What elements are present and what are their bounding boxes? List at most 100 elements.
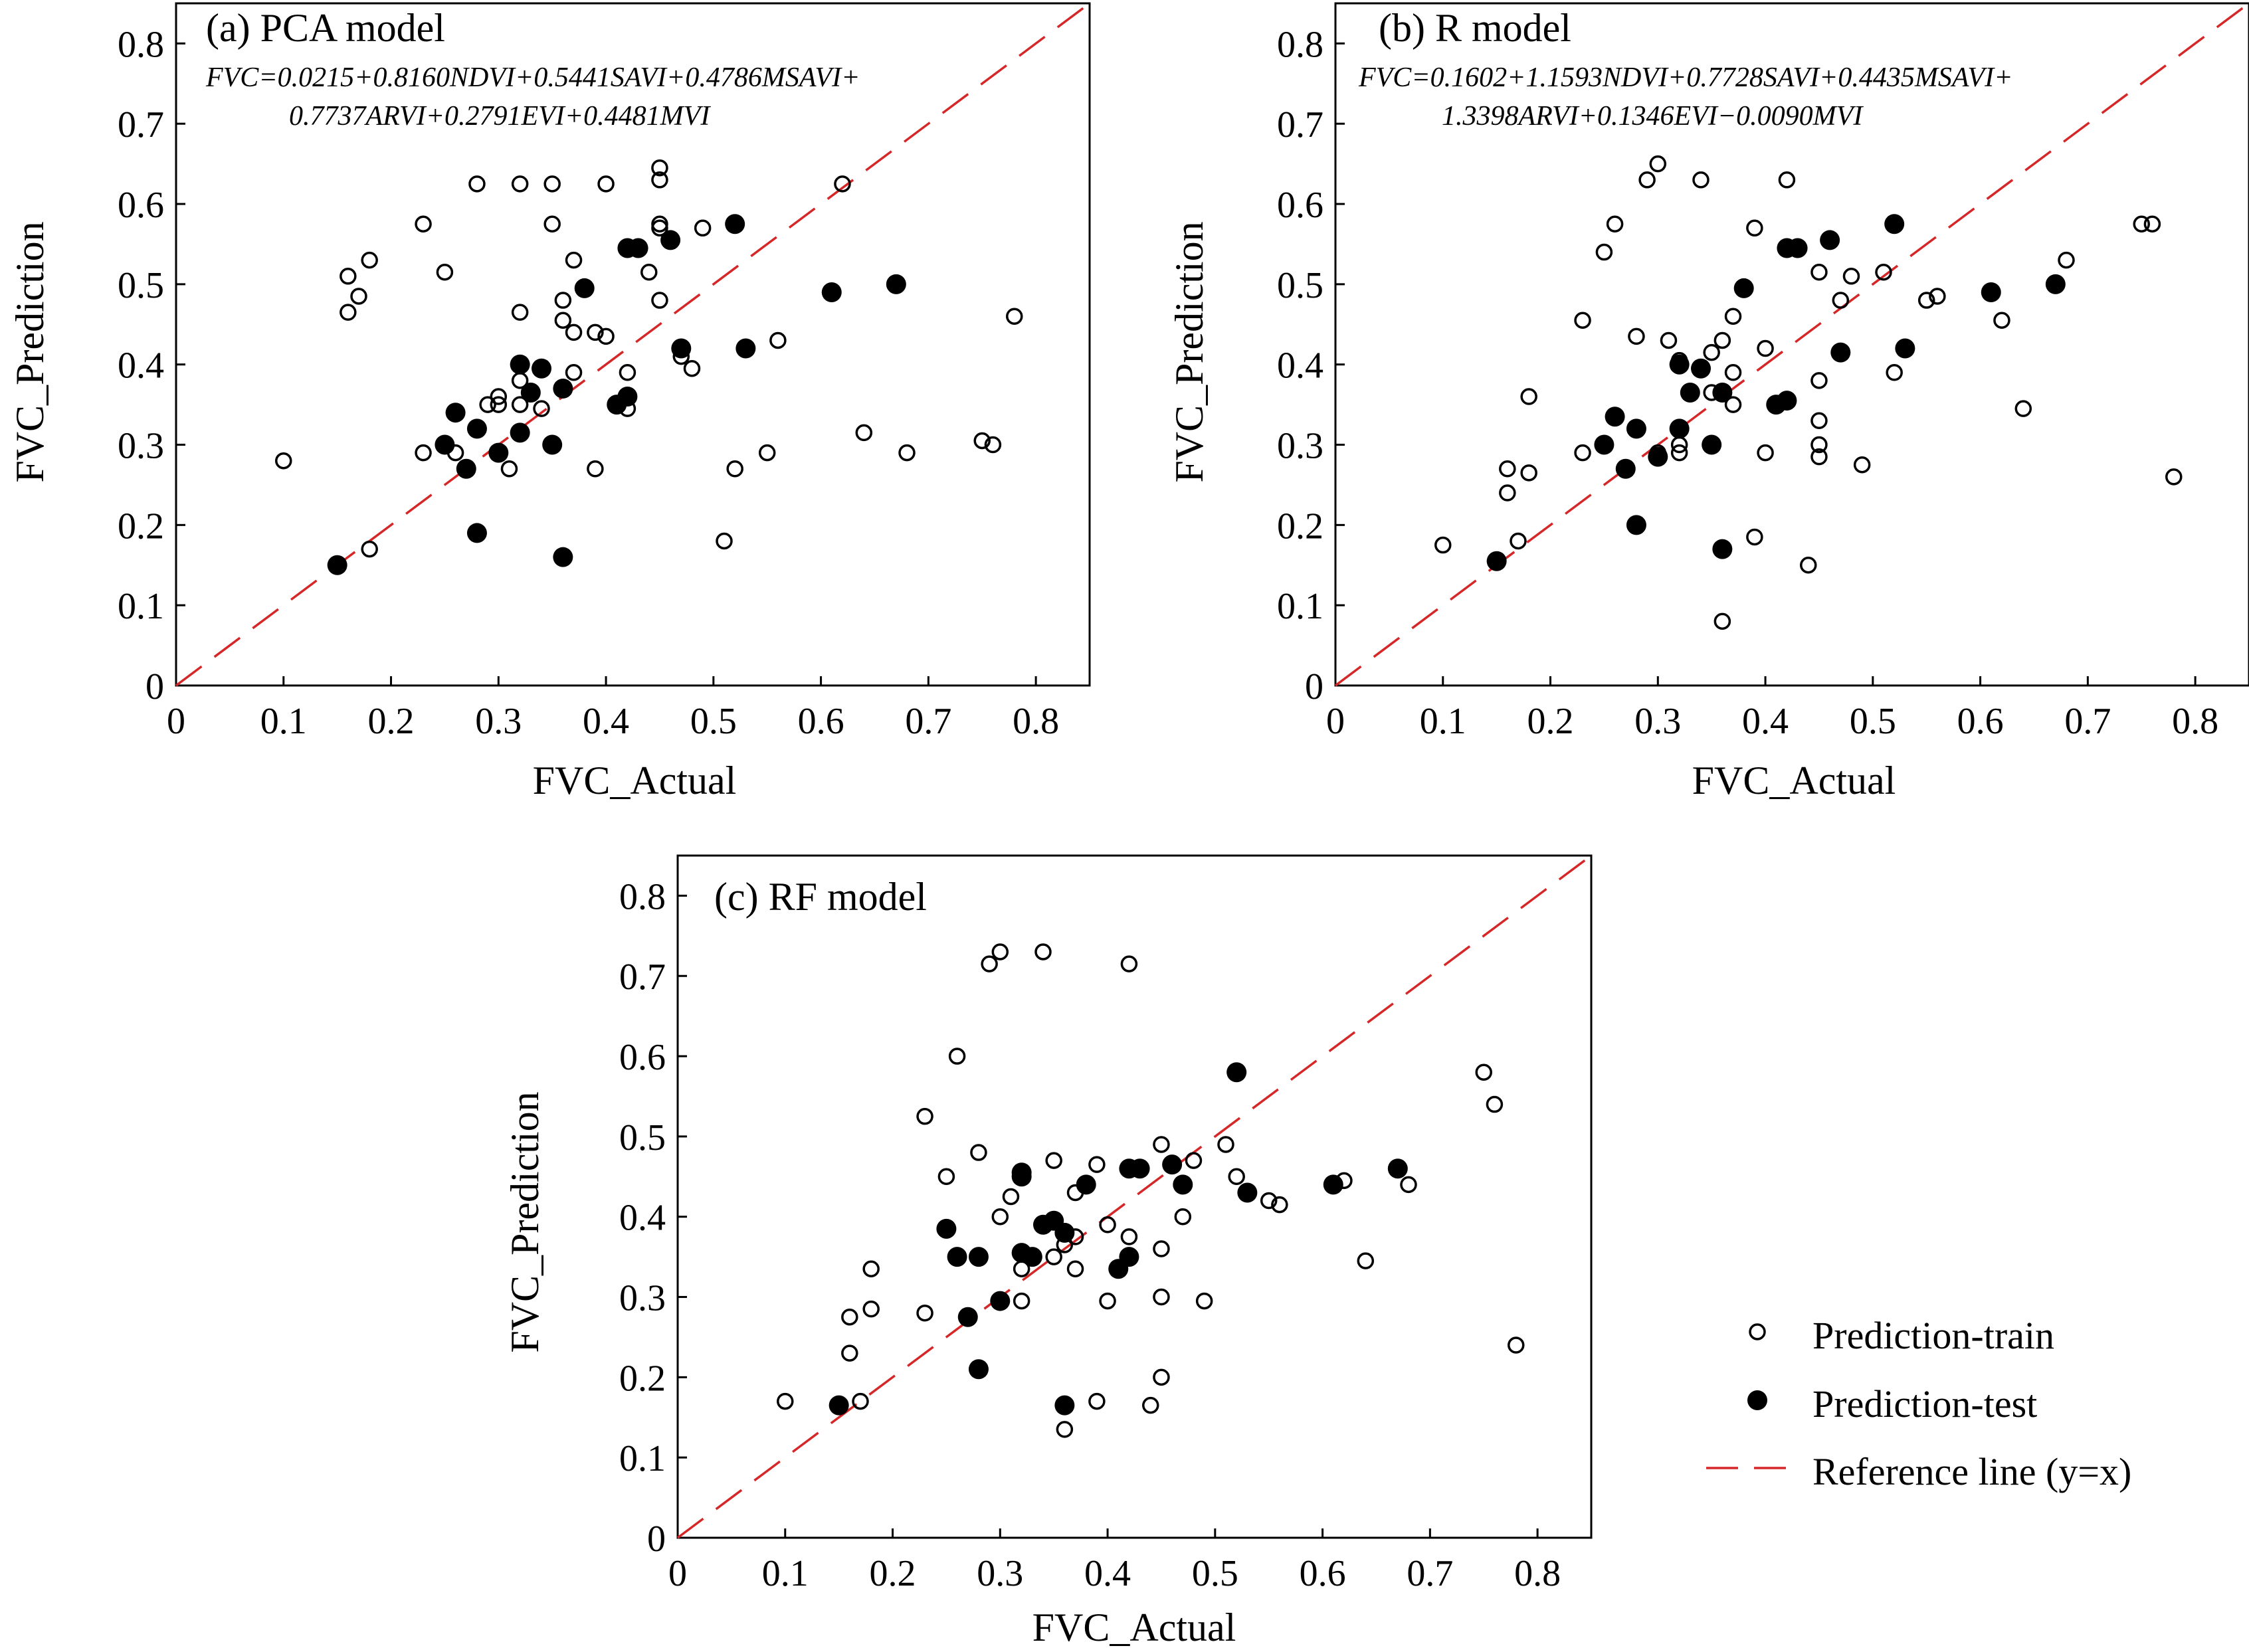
point-train	[898, 444, 916, 462]
point-test	[1054, 1222, 1075, 1243]
point-test	[671, 338, 692, 359]
point-train	[1120, 955, 1138, 972]
point-train	[1002, 1188, 1020, 1206]
point-test	[968, 1247, 989, 1267]
x-tick-label: 0.3	[1634, 701, 1681, 742]
point-train	[1853, 456, 1871, 474]
point-test	[947, 1247, 967, 1267]
point-train	[361, 251, 378, 269]
point-test	[1129, 1158, 1150, 1179]
point-test	[957, 1307, 978, 1327]
y-tick-label: 0.6	[1277, 185, 1323, 226]
x-axis-label: FVC_Actual	[1032, 1606, 1236, 1649]
point-test	[725, 214, 745, 234]
point-test	[1173, 1174, 1193, 1195]
point-train	[640, 264, 658, 281]
point-train	[916, 1107, 933, 1125]
y-tick-label: 0.5	[619, 1117, 666, 1158]
point-test	[1733, 278, 1754, 298]
point-train	[1660, 331, 1678, 349]
point-test	[488, 442, 509, 463]
y-tick-label: 0.7	[118, 104, 164, 145]
point-train	[1810, 264, 1828, 281]
point-train	[1357, 1252, 1375, 1269]
point-test	[660, 230, 681, 250]
point-train	[2143, 215, 2161, 233]
point-train	[1724, 308, 1742, 325]
y-tick-label: 0	[647, 1518, 666, 1560]
point-train	[1486, 1095, 1504, 1113]
point-test	[553, 378, 573, 399]
point-train	[841, 1308, 858, 1326]
x-tick-label: 0.8	[1514, 1553, 1561, 1594]
point-train	[1045, 1248, 1062, 1265]
point-train	[973, 432, 991, 450]
point-train	[1713, 612, 1731, 630]
point-test	[628, 238, 648, 258]
point-train	[777, 1392, 794, 1410]
x-tick-label: 0.1	[762, 1553, 809, 1594]
point-train	[1260, 1192, 1278, 1210]
point-train	[1006, 308, 1023, 325]
point-train	[1649, 155, 1667, 173]
point-test	[520, 382, 541, 403]
point-train	[862, 1260, 880, 1277]
legend: Prediction-train Prediction-test Referen…	[1706, 1314, 2131, 1493]
x-tick-label: 0.3	[977, 1553, 1023, 1594]
plot-frame	[1334, 2, 2249, 687]
point-train	[1510, 532, 1527, 550]
point-train	[1757, 339, 1774, 357]
point-train	[1217, 1136, 1234, 1153]
y-tick-label: 0.8	[619, 876, 666, 917]
point-test	[1884, 214, 1905, 234]
point-test	[2045, 274, 2066, 294]
point-train	[1886, 364, 1903, 381]
point-test	[466, 523, 487, 543]
equation-line-2: 0.7737ARVI+0.2791EVI+0.4481MVI	[289, 101, 711, 132]
legend-marker-test	[1747, 1390, 1767, 1410]
point-test	[1076, 1174, 1096, 1195]
point-train	[852, 1392, 869, 1410]
point-train	[468, 175, 486, 193]
point-train	[1692, 171, 1710, 189]
point-train	[1045, 1152, 1062, 1169]
point-train	[436, 264, 454, 281]
point-train	[1746, 528, 1763, 546]
point-train	[1153, 1368, 1170, 1386]
point-test	[1648, 446, 1668, 467]
x-tick-label: 0.7	[905, 701, 951, 742]
point-train	[597, 327, 615, 345]
point-train	[937, 1168, 955, 1186]
y-tick-label: 0.7	[619, 957, 666, 998]
x-tick-label: 0.4	[1742, 701, 1789, 742]
y-tick-label: 0.8	[118, 24, 164, 65]
point-train	[1120, 1228, 1138, 1245]
point-train	[1757, 444, 1774, 462]
point-train	[834, 175, 851, 193]
point-train	[1520, 464, 1537, 482]
point-test	[1626, 515, 1646, 535]
y-tick-label: 0.5	[1277, 265, 1323, 306]
point-train	[479, 396, 496, 413]
point-train	[716, 532, 733, 550]
x-tick-label: 0	[668, 1553, 687, 1594]
point-train	[1778, 171, 1796, 189]
point-train	[948, 1048, 966, 1065]
point-test	[1387, 1158, 1408, 1179]
y-tick-label: 0	[1305, 666, 1323, 707]
point-test	[936, 1218, 957, 1239]
y-tick-label: 0.3	[118, 426, 164, 467]
y-tick-label: 0.1	[118, 586, 164, 627]
point-train	[1703, 343, 1720, 361]
point-test	[1162, 1154, 1183, 1175]
panel-title: (b) R model	[1379, 6, 1571, 50]
point-train	[2165, 468, 2183, 486]
point-train	[1713, 331, 1731, 349]
x-tick-label: 0	[167, 701, 185, 742]
point-train	[619, 364, 636, 381]
point-train	[1993, 312, 2010, 329]
point-train	[1574, 312, 1591, 329]
point-train	[991, 1208, 1009, 1226]
y-tick-label: 0.6	[619, 1037, 666, 1078]
y-tick-label: 0.3	[619, 1278, 666, 1319]
